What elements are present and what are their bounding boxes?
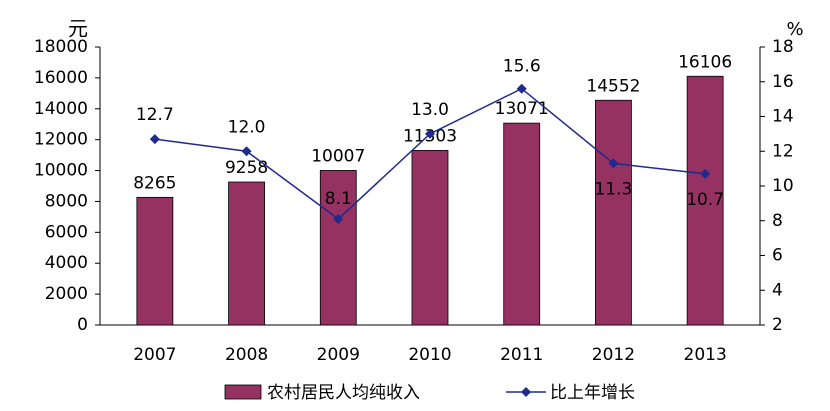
line-value-label: 8.1 — [325, 189, 352, 209]
y-tick-label: 6000 — [45, 222, 88, 242]
y-tick-label: 16000 — [34, 68, 88, 88]
legend-label: 比上年增长 — [550, 383, 635, 403]
line-value-label: 10.7 — [686, 190, 724, 210]
line-value-label: 13.0 — [411, 100, 449, 120]
y2-tick-label: 10 — [772, 176, 794, 196]
y-tick-label: 14000 — [34, 99, 88, 119]
y-tick-label: 8000 — [45, 191, 88, 211]
line-value-label: 15.6 — [503, 57, 541, 77]
x-tick-label: 2008 — [225, 345, 268, 365]
line-value-label: 12.0 — [228, 117, 266, 137]
y-tick-label: 12000 — [34, 130, 88, 150]
y-tick-label: 4000 — [45, 253, 88, 273]
y2-tick-label: 2 — [772, 315, 783, 335]
x-tick-label: 2007 — [133, 345, 176, 365]
line-marker — [608, 158, 619, 169]
line-value-label: 12.7 — [136, 105, 174, 125]
bar-value-label: 9258 — [225, 158, 268, 178]
bar — [503, 122, 541, 326]
x-tick-label: 2010 — [408, 345, 451, 365]
legend-marker — [521, 387, 531, 397]
y2-tick-label: 16 — [772, 72, 794, 92]
line-marker — [241, 146, 252, 157]
y2-tick-label: 12 — [772, 141, 794, 161]
bar-value-label: 13071 — [495, 99, 549, 119]
y-axis-label: 元 — [68, 17, 88, 41]
line-value-label: 11.3 — [594, 179, 632, 199]
bar — [136, 196, 174, 326]
y2-tick-label: 4 — [772, 280, 783, 300]
bar — [686, 75, 724, 326]
x-tick-label: 2011 — [500, 345, 543, 365]
legend-label: 农村居民人均纯收入 — [267, 383, 420, 403]
line-marker — [700, 168, 711, 179]
line-marker — [333, 214, 344, 225]
line-marker — [425, 128, 435, 139]
line-marker — [516, 83, 527, 94]
y2-tick-label: 8 — [772, 211, 783, 231]
y-tick-label: 10000 — [34, 161, 88, 181]
y2-axis-label: % — [786, 19, 803, 40]
bar-value-label: 14552 — [586, 76, 640, 96]
legend-swatch — [224, 384, 262, 400]
bar — [595, 99, 632, 326]
y2-tick-label: 14 — [772, 107, 794, 127]
line-marker — [149, 134, 160, 145]
y-tick-label: 0 — [77, 315, 88, 335]
y-tick-label: 18000 — [34, 37, 88, 57]
bar-value-label: 8265 — [133, 173, 176, 193]
bar-value-label: 10007 — [311, 146, 365, 166]
y2-tick-label: 18 — [772, 37, 794, 57]
y2-tick-label: 6 — [772, 246, 783, 266]
bar — [319, 170, 357, 326]
y-tick-label: 2000 — [45, 284, 88, 304]
bar — [228, 181, 265, 326]
x-tick-label: 2009 — [317, 345, 360, 365]
bar-value-label: 16106 — [678, 52, 732, 72]
x-tick-label: 2012 — [592, 345, 635, 365]
bar — [411, 150, 449, 326]
x-tick-label: 2013 — [684, 345, 727, 365]
